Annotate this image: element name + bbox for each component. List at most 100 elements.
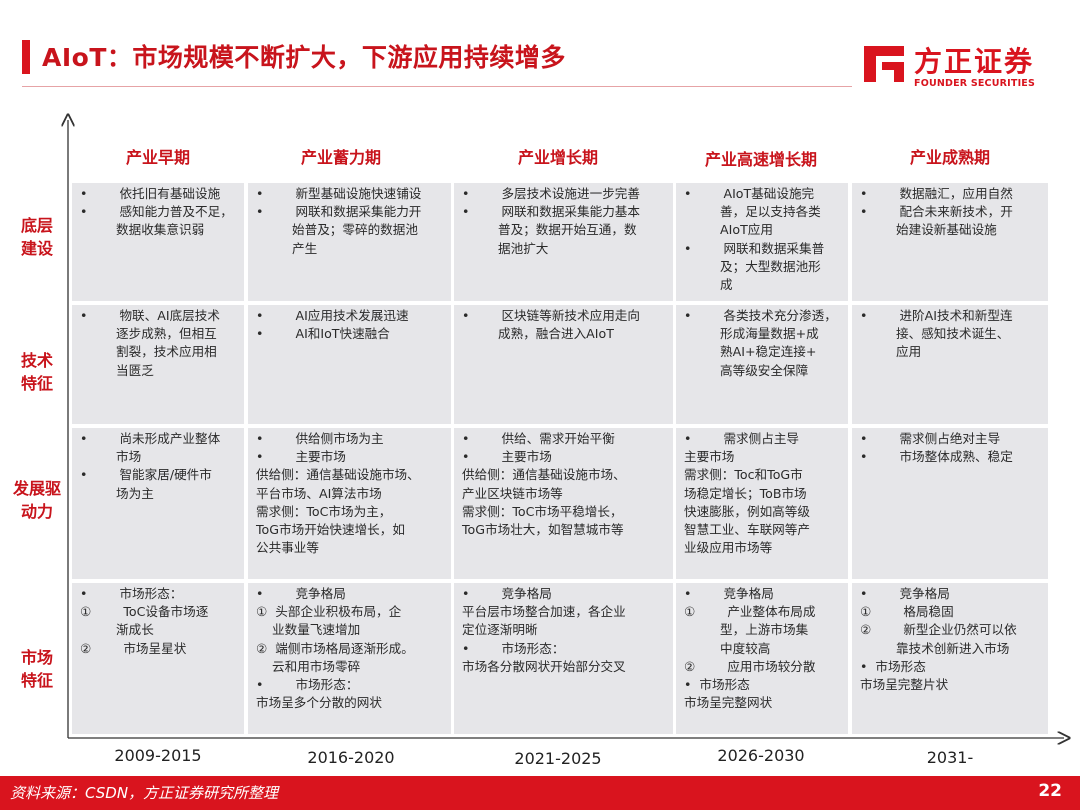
cell-text-line: • 主要市场	[256, 449, 346, 465]
cell-text-line: • 尚未形成产业整体	[80, 431, 221, 446]
phase-header-growth: 产业增长期	[517, 148, 598, 167]
brand-logo: 方正证券 FOUNDER SECURITIES	[862, 40, 1062, 92]
cell-text-line: 市场各分散网状开始部分交叉	[462, 658, 626, 674]
founder-logo-icon	[864, 46, 904, 82]
cell-market-growth: • 竞争格局 平台层市场整合加速，各企业 定位逐渐明晰 • 市场形态： 市场各分散网状开…	[454, 583, 673, 734]
cell-text-line: 供给侧：通信基础设施市场、	[462, 467, 626, 483]
cell-text-line: • 竞争格局	[860, 586, 950, 601]
phase-header-rapid-growth: 产业高速增长期	[704, 150, 817, 169]
cell-technology-early: • 物联、AI底层技术 逐步成熟，但相互 割裂，技术应用相 当匮乏	[72, 305, 244, 424]
cell-text-line: 业数量飞速增加	[256, 622, 361, 638]
cell-text-line: 始建设新基础设施	[860, 222, 997, 238]
cell-text-line: 中度较高	[684, 640, 771, 656]
cell-text-line: • 竞争格局	[256, 586, 346, 601]
cell-text-line: 需求侧：ToC市场平稳增长，	[462, 503, 623, 519]
cell-text-line: ① 格局稳固	[860, 604, 954, 620]
year-label: 2009-2015	[114, 746, 202, 765]
year-label: 2031-	[926, 748, 974, 767]
cell-text-line: ② 市场呈星状	[80, 640, 187, 656]
cell-text-line: ① ToC设备市场逐	[80, 604, 209, 620]
cell-text-line: 割裂，技术应用相	[80, 344, 217, 360]
cell-text-line: 市场呈多个分散的网状	[256, 695, 382, 711]
cell-text-line: • 主要市场	[462, 449, 552, 465]
cell-text-line: • 网联和数据采集能力基本	[462, 204, 640, 220]
cell-text-line: • 依托旧有基础设施	[80, 186, 221, 201]
logo-english-name: FOUNDER SECURITIES	[914, 78, 1036, 89]
cell-text-line: 主要市场	[684, 449, 735, 465]
cell-drivers-accumulation: • 供给侧市场为主 • 主要市场 供给侧：通信基础设施市场、 平台市场、AI算法市场需…	[248, 428, 451, 579]
cell-market-mature: • 竞争格局 ① 格局稳固 ② 新型企业仍然可以依 靠技术创新进入市场 • 市场形态市…	[852, 583, 1048, 734]
cell-text-line: ToG市场壮大，如智慧城市等	[462, 522, 624, 538]
page-title: AIoT：市场规模不断扩大，下游应用持续增多	[42, 43, 566, 72]
cell-text-line: 场为主	[80, 485, 154, 501]
cell-text-line: 需求侧：Toc和ToG市	[684, 467, 803, 483]
cell-technology-growth: • 区块链等新技术应用走向 成熟，融合进入AIoT	[454, 305, 673, 424]
cell-text-line: 始普及；零碎的数据池	[256, 222, 418, 238]
page-number: 22	[1038, 781, 1062, 801]
cell-text-line: • 市场形态	[860, 658, 926, 674]
row-label-market: 市场 特征	[20, 648, 53, 690]
title-accent-bar	[22, 40, 30, 74]
cell-text-line: 市场呈完整网状	[684, 695, 773, 711]
cell-market-early: • 市场形态： ① ToC设备市场逐 渐成长 ② 市场呈星状	[72, 583, 244, 734]
cell-text-line: ② 新型企业仍然可以依	[860, 622, 1017, 638]
cell-text-line: 熟AI+稳定连接+	[684, 344, 817, 360]
phase-header-mature: 产业成熟期	[909, 148, 990, 167]
cell-drivers-early: • 尚未形成产业整体 市场 • 智能家居/硬件市 场为主	[72, 428, 244, 579]
cell-text-line: 形成海量数据+成	[684, 326, 819, 342]
cell-text-line: • 区块链等新技术应用走向	[462, 308, 640, 323]
cell-text-line: ② 应用市场较分散	[684, 658, 816, 674]
cell-technology-accumulation: • AI应用技术发展迅速 • AI和IoT快速融合	[248, 305, 451, 424]
cell-text-line: 高等级安全保障	[684, 362, 809, 378]
cell-text-line: • 需求侧占绝对主导	[860, 431, 1001, 446]
cell-text-line: 场稳定增长；ToB市场	[684, 485, 807, 501]
cell-text-line: • AI和IoT快速融合	[256, 326, 390, 342]
cell-text-line: 善，足以支持各类	[684, 204, 821, 220]
cell-infrastructure-rapid-growth: • AIoT基础设施完 善，足以支持各类 AIoT应用 • 网联和数据采集普 及；…	[676, 183, 848, 301]
cell-text-line: 公共事业等	[256, 540, 319, 556]
cell-text-line: • 物联、AI底层技术	[80, 308, 220, 323]
cell-text-line: • 新型基础设施快速铺设	[256, 186, 422, 201]
cell-text-line: • 感知能力普及不足，	[80, 204, 233, 220]
cell-text-line: • 各类技术充分渗透，	[684, 308, 837, 323]
cell-text-line: • 多层技术设施进一步完善	[462, 186, 640, 201]
cell-text-line: 市场呈完整片状	[860, 677, 949, 693]
cell-drivers-mature: • 需求侧占绝对主导 • 市场整体成熟、稳定	[852, 428, 1048, 579]
row-label-drivers: 发展驱 动力	[12, 479, 61, 521]
cell-infrastructure-growth: • 多层技术设施进一步完善 • 网联和数据采集能力基本 普及；数据开始互通，数 据…	[454, 183, 673, 301]
row-label-technology: 技术 特征	[20, 351, 53, 393]
cell-text-line: AIoT应用	[684, 222, 773, 238]
cell-text-line: • 数据融汇，应用自然	[860, 186, 1013, 201]
cell-text-line: • 网联和数据采集普	[684, 240, 825, 256]
cell-text-line: 市场	[80, 449, 142, 465]
cell-text-line: • 网联和数据采集能力开	[256, 204, 422, 220]
cell-text-line: • 市场形态：	[256, 677, 359, 693]
cell-text-line: • 配合未来新技术，开	[860, 204, 1013, 220]
cell-text-line: • 需求侧占主导	[684, 431, 800, 446]
cell-drivers-growth: • 供给、需求开始平衡 • 主要市场 供给侧：通信基础设施市场、 产业区块链市场等 需求…	[454, 428, 673, 579]
cell-text-line: ② 端侧市场格局逐渐形成。	[256, 640, 414, 656]
title-divider	[22, 86, 852, 87]
cell-text-line: 数据收集意识弱	[80, 222, 205, 238]
cell-text-line: • 竞争格局	[462, 586, 552, 601]
cell-text-line: 当匮乏	[80, 362, 154, 378]
cell-text-line: • AI应用技术发展迅速	[256, 308, 409, 323]
cell-text-line: 普及；数据开始互通，数	[462, 222, 637, 238]
cell-text-line: 成	[684, 277, 733, 293]
cell-text-line: • 进阶AI技术和新型连	[860, 308, 1013, 323]
cell-text-line: 产业区块链市场等	[462, 485, 563, 501]
cell-text-line: 供给侧：通信基础设施市场、	[256, 467, 420, 483]
cell-text-line: 业级应用市场等	[684, 540, 773, 556]
cell-text-line: • 市场形态：	[462, 640, 565, 656]
cell-text-line: ① 产业整体布局成	[684, 604, 816, 620]
cell-text-line: 云和用市场零碎	[256, 658, 361, 674]
cell-text-line: 渐成长	[80, 622, 154, 638]
year-label: 2026-2030	[717, 746, 805, 765]
cell-text-line: 应用	[860, 344, 922, 360]
cell-text-line: 需求侧：ToC市场为主，	[256, 503, 392, 519]
footer-bar: 资料来源：CSDN，方正证券研究所整理 22	[0, 776, 1080, 810]
cell-text-line: 智慧工业、车联网等产	[684, 522, 810, 538]
cell-text-line: • AIoT基础设施完	[684, 186, 815, 201]
cell-text-line: 定位逐渐明晰	[462, 622, 538, 638]
cell-text-line: 平台市场、AI算法市场	[256, 485, 382, 501]
